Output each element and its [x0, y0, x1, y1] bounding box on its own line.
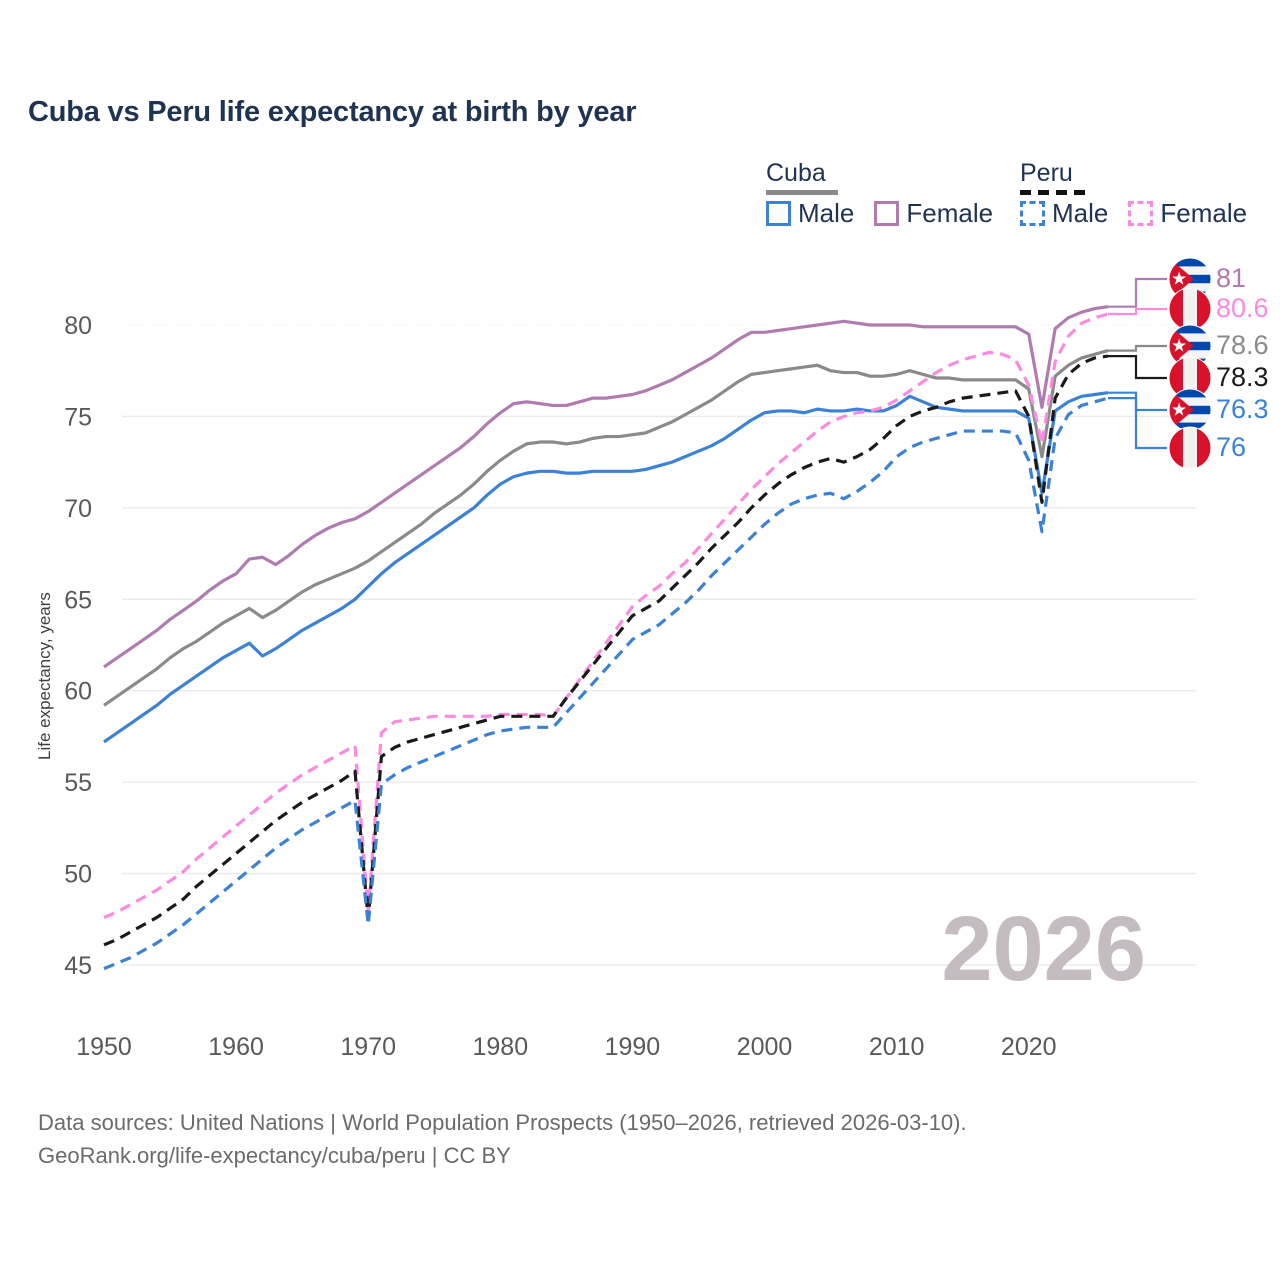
legend-label-cuba-male: Male [798, 198, 855, 228]
end-value-label: 80.6 [1216, 293, 1269, 323]
y-tick-label: 70 [64, 495, 92, 523]
series-line-cuba-male [103, 391, 1109, 744]
x-tick-label: 1990 [605, 1033, 661, 1061]
leader-line [1108, 277, 1167, 308]
y-tick-label: 60 [64, 678, 92, 706]
legend-rule-peru [1020, 190, 1092, 195]
footer-attribution: GeoRank.org/life-expectancy/cuba/peru | … [38, 1143, 511, 1168]
legend-item-cuba-female[interactable]: Female [874, 200, 993, 226]
page-title: Cuba vs Peru life expectancy at birth by… [28, 96, 637, 128]
y-tick-label: 80 [64, 312, 92, 340]
legend-swatch-peru-male [1020, 200, 1045, 226]
series-lines [103, 305, 1109, 971]
end-value-label: 78.3 [1216, 362, 1269, 392]
svg-text:★: ★ [1171, 336, 1187, 357]
legend-swatch-peru-female [1128, 200, 1154, 226]
chart-legend: Cuba Male Female Peru Male [758, 160, 1258, 236]
series-line-peru-female [103, 312, 1109, 919]
leader-line [1108, 397, 1167, 450]
legend-group-peru: Peru Male Female [1020, 159, 1247, 226]
y-tick-label: 55 [64, 769, 92, 797]
legend-item-cuba-male[interactable]: Male [766, 200, 854, 226]
end-value-label: 78.6 [1216, 330, 1269, 360]
y-tick-label: 75 [64, 403, 92, 431]
peru-flag-icon [1168, 426, 1212, 470]
legend-label-peru-male: Male [1052, 198, 1109, 228]
year-watermark: 2026 [941, 898, 1146, 1000]
cuba-flag-icon: ★ [1168, 388, 1212, 432]
x-tick-label: 1960 [208, 1033, 264, 1061]
svg-text:★: ★ [1171, 269, 1187, 290]
x-tick-label: 1950 [76, 1033, 132, 1061]
x-axis-ticks: 1950 1960 1970 1980 1990 2000 2010 2020 [76, 1033, 1056, 1061]
end-value-label: 76.3 [1216, 394, 1269, 424]
end-value-label: 81 [1216, 263, 1246, 293]
series-line-peru-male [103, 396, 1109, 971]
x-tick-label: 1970 [340, 1033, 396, 1061]
y-axis-title: Life expectancy, years [35, 592, 54, 760]
x-tick-label: 2020 [1001, 1033, 1057, 1061]
series-line-peru-total [103, 354, 1109, 947]
series-line-cuba-total [103, 349, 1109, 707]
end-value-label: 76 [1216, 432, 1246, 462]
svg-text:★: ★ [1171, 400, 1187, 421]
y-axis-title-text: Life expectancy, years [35, 592, 54, 760]
gridlines [122, 324, 1196, 966]
x-tick-label: 1980 [473, 1033, 529, 1061]
leader-line [1108, 307, 1167, 316]
leader-line [1108, 355, 1167, 380]
legend-item-peru-female[interactable]: Female [1128, 200, 1247, 226]
chart-footer: Data sources: United Nations | World Pop… [38, 1106, 1238, 1172]
y-tick-label: 65 [64, 586, 92, 614]
x-tick-label: 2000 [737, 1033, 793, 1061]
peru-flag-icon [1168, 287, 1212, 331]
legend-group-cuba: Cuba Male Female [766, 159, 993, 226]
legend-label-cuba-female: Female [906, 198, 994, 228]
leader-line [1108, 344, 1167, 352]
y-tick-label: 45 [64, 952, 92, 980]
legend-country-label: Cuba [766, 159, 826, 187]
footer-data-sources: Data sources: United Nations | World Pop… [38, 1110, 967, 1135]
legend-swatch-cuba-female [874, 200, 900, 226]
legend-country-label: Peru [1020, 159, 1073, 187]
watermark-year: 2026 [941, 898, 1146, 1000]
legend-label-peru-female: Female [1160, 198, 1248, 228]
peru-flag-icon [1168, 356, 1212, 400]
legend-swatch-cuba-male [766, 200, 791, 226]
y-tick-label: 50 [64, 861, 92, 889]
leader-line [1108, 391, 1167, 412]
legend-item-peru-male[interactable]: Male [1020, 200, 1108, 226]
leader-lines [1108, 277, 1167, 450]
legend-rule-cuba [766, 190, 838, 195]
series-line-cuba-female [103, 305, 1109, 669]
y-axis-ticks: 45 50 55 60 65 70 75 80 [64, 312, 92, 980]
x-tick-label: 2010 [869, 1033, 925, 1061]
